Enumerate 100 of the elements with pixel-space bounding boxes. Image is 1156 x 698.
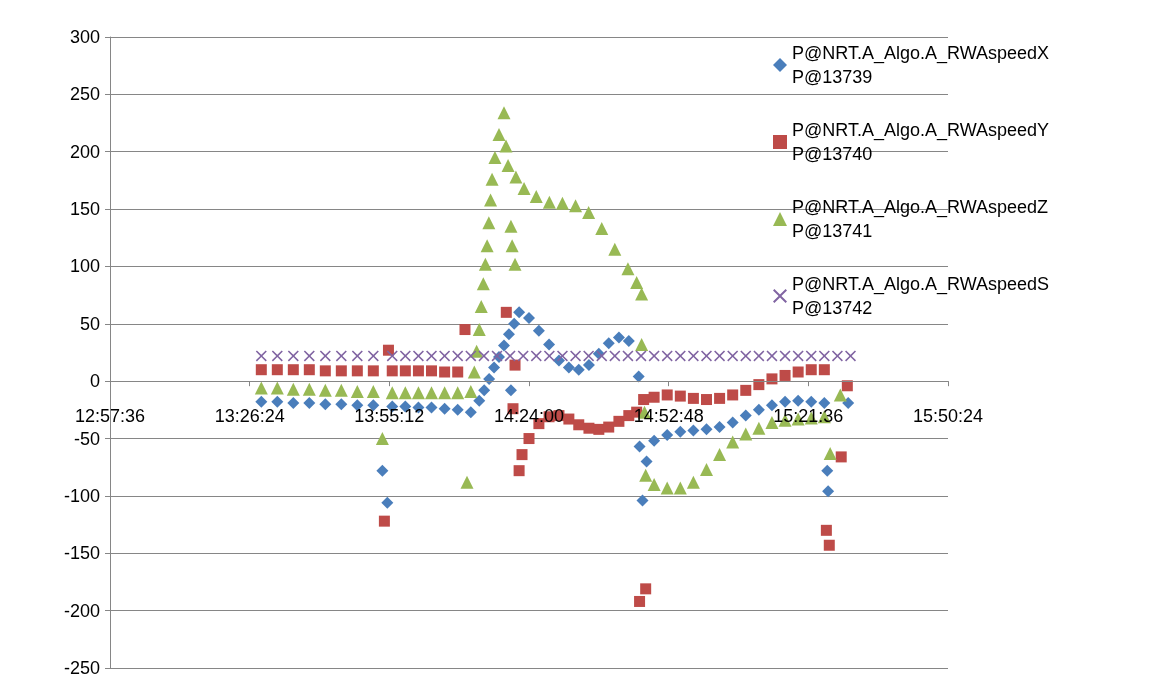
- y-tick-label: -50: [73, 428, 100, 449]
- point: [556, 350, 568, 362]
- y-tick-label: -100: [63, 485, 100, 506]
- point: [661, 429, 674, 442]
- point: [841, 380, 853, 392]
- point: [687, 392, 699, 404]
- y-tick-label: 100: [69, 256, 100, 277]
- point: [303, 364, 315, 376]
- point: [596, 350, 608, 362]
- point: [287, 350, 299, 362]
- point: [464, 406, 477, 419]
- point: [335, 365, 347, 377]
- point: [753, 350, 765, 362]
- point: [818, 364, 830, 376]
- point: [726, 416, 739, 429]
- point: [517, 350, 529, 362]
- point: [727, 350, 739, 362]
- point: [399, 365, 411, 377]
- y-tick-label: -150: [63, 543, 100, 564]
- point: [530, 350, 542, 362]
- point: [640, 583, 652, 595]
- point: [661, 389, 673, 401]
- point: [426, 350, 438, 362]
- point: [271, 350, 283, 362]
- point: [376, 464, 389, 477]
- x-tick-label: 12:57:36: [74, 406, 146, 427]
- point: [622, 335, 635, 348]
- point: [412, 365, 424, 377]
- point: [412, 350, 424, 362]
- point: [805, 364, 817, 376]
- point: [674, 350, 686, 362]
- point: [513, 306, 526, 319]
- point: [382, 344, 394, 356]
- x-tick-label: 13:55:12: [354, 406, 425, 427]
- point: [700, 394, 712, 406]
- point: [572, 363, 585, 376]
- legend-label: P@NRT.A_Algo.A_RWAspeedX P@13739: [792, 43, 1055, 87]
- point: [740, 350, 752, 362]
- point: [792, 366, 804, 378]
- point: [452, 350, 464, 362]
- point: [378, 515, 390, 527]
- point: [351, 350, 363, 362]
- point: [714, 392, 726, 404]
- point: [287, 396, 300, 409]
- point: [500, 306, 512, 318]
- point: [573, 419, 585, 431]
- point: [818, 350, 830, 362]
- point: [583, 350, 595, 362]
- point: [805, 395, 818, 408]
- point: [831, 350, 843, 362]
- point: [459, 324, 471, 336]
- point: [609, 350, 621, 362]
- point: [842, 396, 855, 409]
- point: [674, 390, 686, 402]
- legend-label: P@NRT.A_Algo.A_RWAspeedZ P@13741: [792, 197, 1054, 241]
- point: [638, 394, 650, 406]
- point: [779, 395, 792, 408]
- point: [438, 402, 451, 415]
- y-tick-label: 0: [89, 371, 100, 392]
- y-tick-label: 200: [69, 141, 100, 162]
- point: [603, 421, 615, 433]
- point: [439, 366, 451, 378]
- point: [822, 485, 835, 498]
- point: [687, 424, 700, 437]
- point: [818, 396, 831, 409]
- point: [271, 364, 283, 376]
- point: [779, 350, 791, 362]
- point: [425, 401, 438, 414]
- point: [633, 440, 646, 453]
- point: [271, 395, 284, 408]
- point: [502, 328, 515, 341]
- point: [582, 359, 595, 372]
- y-tick-label: 50: [79, 313, 100, 334]
- point: [439, 350, 451, 362]
- point: [766, 350, 778, 362]
- point: [426, 365, 438, 377]
- point: [792, 350, 804, 362]
- point: [700, 423, 713, 436]
- point: [303, 396, 316, 409]
- point: [319, 398, 332, 411]
- point: [583, 422, 595, 434]
- point: [335, 398, 348, 411]
- point: [640, 455, 653, 468]
- legend-label: P@NRT.A_Algo.A_RWAspeedY P@13740: [792, 120, 1054, 164]
- point: [622, 350, 634, 362]
- point: [543, 350, 555, 362]
- point: [488, 361, 501, 374]
- point: [367, 365, 379, 377]
- point: [386, 365, 398, 377]
- point: [367, 350, 379, 362]
- point: [648, 434, 661, 447]
- point: [386, 350, 398, 362]
- point: [821, 464, 834, 477]
- point: [739, 409, 752, 422]
- x-tick-label: 14:52:48: [633, 406, 704, 427]
- point: [255, 364, 267, 376]
- point: [287, 364, 299, 376]
- point: [508, 317, 521, 330]
- y-tick-label: 150: [69, 199, 100, 220]
- point: [613, 415, 625, 427]
